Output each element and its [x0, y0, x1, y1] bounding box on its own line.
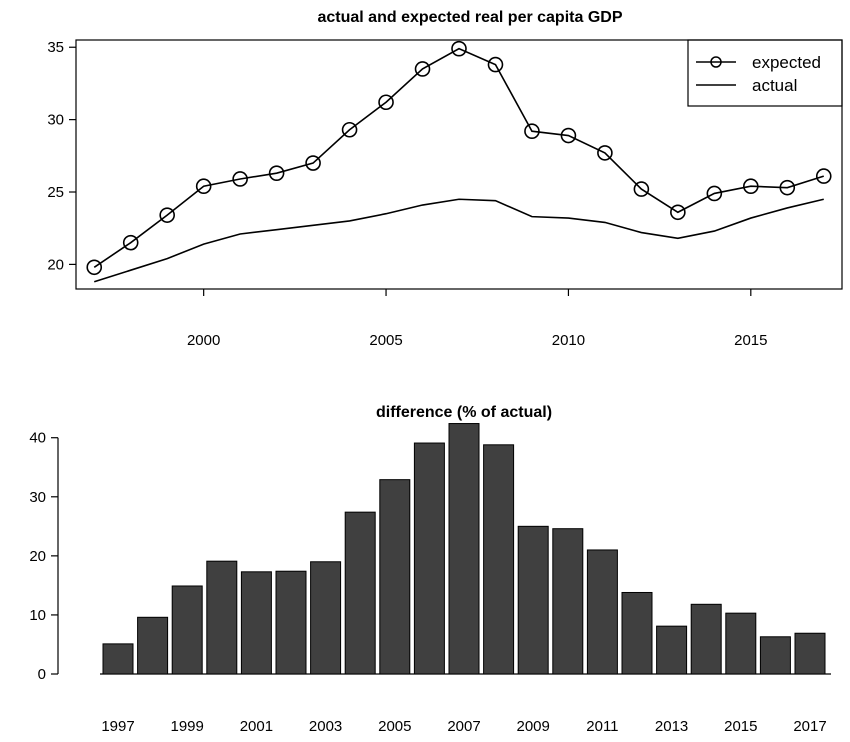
- bar-x-tick-label: 1999: [171, 718, 204, 735]
- bar-x-tick-label: 2013: [655, 718, 688, 735]
- expected-point: [268, 165, 285, 181]
- line-chart-legend: expected actual: [687, 39, 843, 107]
- x-tick-label: 2015: [734, 332, 767, 349]
- bar: [621, 591, 653, 675]
- bar: [275, 570, 307, 675]
- expected-point: [706, 185, 723, 202]
- bar: [552, 528, 584, 675]
- bar: [102, 643, 134, 675]
- expected-point: [341, 121, 358, 138]
- bar-x-tick-label: 2017: [793, 718, 826, 735]
- expected-point: [670, 204, 686, 221]
- bar-chart-x-labels: 1997 1999 2001 2003 2005 2007 2009 2011 2013 2015…: [101, 718, 826, 735]
- legend-expected-marker: [710, 56, 722, 68]
- gdp-line-chart: actual and expected real per capita GDP …: [47, 9, 843, 349]
- bar: [690, 603, 722, 675]
- bar-chart-y-axis: 0 10 20 30 40: [29, 430, 59, 683]
- bar: [586, 549, 618, 675]
- expected-point: [86, 259, 103, 276]
- bar-x-tick-label: 2015: [724, 718, 757, 735]
- expected-point: [159, 207, 175, 223]
- bar: [656, 625, 688, 675]
- bar-chart-bars: [102, 423, 826, 675]
- expected-point: [560, 127, 577, 144]
- expected-point: [451, 40, 467, 57]
- expected-point: [743, 178, 759, 195]
- bar-y-tick-label: 20: [29, 548, 46, 565]
- expected-point: [524, 123, 540, 140]
- line-chart-y-axis: 20 25 30 35: [47, 39, 76, 273]
- bar: [310, 561, 342, 675]
- x-tick-label: 2010: [552, 332, 585, 349]
- bar-x-tick-label: 2003: [309, 718, 342, 735]
- y-tick-label: 25: [47, 184, 64, 201]
- bar: [171, 585, 203, 675]
- bar: [344, 511, 376, 675]
- bar-x-tick-label: 2009: [517, 718, 550, 735]
- y-tick-label: 35: [47, 39, 64, 56]
- expected-point: [633, 181, 650, 197]
- bar: [240, 571, 272, 675]
- line-chart-plot-box: [75, 39, 843, 290]
- bar-x-tick-label: 2005: [378, 718, 411, 735]
- bar-y-tick-label: 30: [29, 489, 46, 506]
- x-tick-label: 2000: [187, 332, 220, 349]
- bar-x-tick-label: 2007: [447, 718, 480, 735]
- bar-chart-title: difference (% of actual): [376, 404, 552, 421]
- expected-point: [815, 168, 832, 184]
- bar: [137, 616, 169, 675]
- actual-series-line: [93, 198, 824, 283]
- bar-y-tick-label: 40: [29, 430, 46, 447]
- bar: [483, 444, 515, 675]
- bar: [759, 636, 791, 675]
- bar-x-tick-label: 2001: [240, 718, 273, 735]
- bar: [725, 612, 757, 675]
- bar-y-tick-label: 10: [29, 607, 46, 624]
- line-chart-title: actual and expected real per capita GDP: [317, 9, 622, 26]
- bar-x-tick-label: 1997: [101, 718, 134, 735]
- expected-point: [597, 145, 613, 161]
- expected-point: [378, 94, 394, 111]
- expected-point: [122, 234, 139, 251]
- expected-point: [305, 155, 321, 171]
- bar-x-tick-label: 2011: [586, 718, 618, 735]
- legend-expected-label: expected: [752, 53, 821, 72]
- expected-point: [779, 179, 796, 196]
- line-chart-x-axis: 2000 2005 2010 2015: [187, 289, 767, 349]
- legend-box: [687, 39, 843, 107]
- y-tick-label: 20: [47, 256, 64, 273]
- expected-point: [232, 171, 248, 187]
- bar: [448, 423, 480, 675]
- expected-point: [414, 61, 431, 77]
- bar: [517, 525, 549, 675]
- bar: [413, 442, 445, 675]
- y-tick-label: 30: [47, 112, 64, 129]
- bar: [379, 479, 411, 675]
- bar-y-tick-label: 0: [38, 666, 46, 683]
- expected-point: [195, 178, 212, 195]
- x-tick-label: 2005: [369, 332, 402, 349]
- expected-series-line: [93, 47, 825, 268]
- bar: [794, 632, 826, 675]
- bar: [206, 560, 238, 675]
- line-chart-series: [86, 40, 832, 283]
- expected-point: [487, 56, 504, 73]
- legend-actual-label: actual: [752, 76, 797, 95]
